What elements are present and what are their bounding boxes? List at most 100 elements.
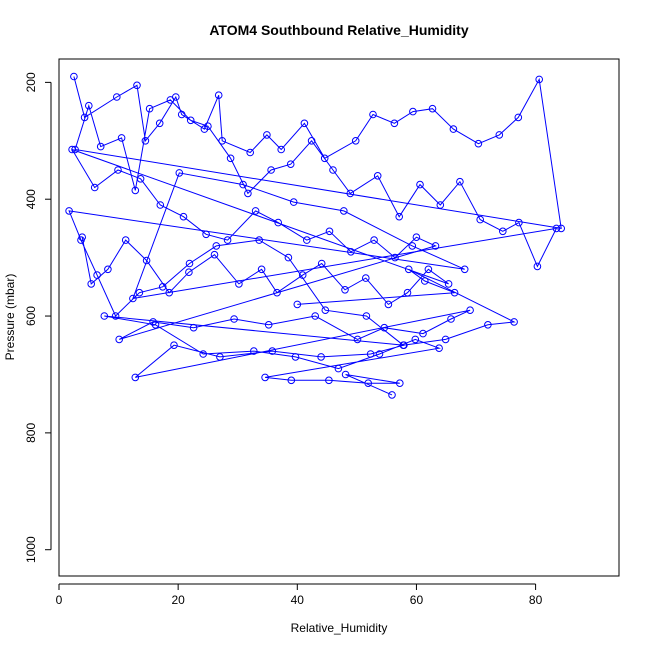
data-point [466,306,474,315]
data-point [87,280,95,288]
data-point [151,321,160,329]
data-point [325,227,334,236]
data-point [155,119,164,128]
series-2 [68,145,474,399]
data-point [474,139,483,148]
data-point [391,253,399,262]
data-point [204,122,212,130]
y-tick-label: 1000 [24,536,38,563]
data-point [346,189,355,198]
y-tick-label: 600 [24,306,38,326]
data-point [274,218,283,227]
plot-area [65,72,566,399]
data-point [484,321,492,329]
data-point [307,137,316,145]
data-point [114,166,122,174]
data-point [416,180,424,189]
data-point [131,373,140,382]
data-point [267,166,275,174]
data-point [351,137,360,145]
data-point [353,335,362,344]
data-point [400,341,408,350]
data-point [223,236,232,244]
data-point [293,300,302,309]
data-point [239,180,247,189]
data-point [226,154,235,163]
data-point [362,274,370,282]
data-point [428,104,437,113]
data-point [421,277,429,285]
data-point [369,110,377,119]
data-point [214,91,223,99]
data-point [246,148,254,157]
data-point [340,207,348,215]
data-point [104,265,112,274]
axes: 0 20 40 60 80 200 400 600 800 1000 [24,72,543,607]
data-point [111,312,120,320]
data-point [117,134,126,142]
data-point [136,175,145,183]
data-point [277,145,286,154]
data-point [435,344,443,353]
x-axis-label: Relative_Humidity [291,621,388,635]
data-point [364,379,373,388]
data-point [235,280,243,288]
data-point [317,353,325,361]
x-tick-label: 80 [529,593,543,607]
data-point [135,288,144,297]
data-point [441,335,450,344]
data-point [177,110,186,119]
data-point [341,286,349,294]
data-point [218,137,226,145]
data-point [404,265,413,274]
data-point [284,253,293,262]
data-point [510,318,518,326]
data-point [450,288,459,297]
data-point [341,370,350,379]
data-point [165,288,173,297]
data-point [210,250,219,259]
data-point [90,183,99,192]
data-point [362,312,371,320]
data-point [255,236,264,244]
data-point [321,306,330,315]
y-tick-label: 800 [24,423,38,443]
data-point [384,300,393,309]
chart-title: ATOM4 Southbound Relative_Humidity [209,22,468,38]
data-point [424,265,433,274]
data-point [444,280,453,288]
data-point [264,321,273,329]
data-point [535,75,544,84]
data-point [408,242,417,250]
data-point [273,288,281,297]
data-point [334,364,343,373]
data-point [436,201,445,209]
data-point [495,131,504,139]
data-point [320,154,329,163]
data-point [156,201,165,209]
data-point [460,265,469,274]
data-point [230,315,238,323]
data-point [179,212,188,221]
data-point [199,350,207,358]
data-point [70,72,78,81]
data-point [121,236,130,244]
data-point [68,145,76,154]
data-point [317,259,326,268]
y-tick-label: 400 [24,189,38,209]
data-point [447,315,455,323]
data-point [325,376,333,385]
data-point [396,379,404,388]
data-point [96,142,105,151]
data-point [431,242,440,250]
data-point [449,125,458,133]
series-1 [65,72,566,350]
x-tick-label: 20 [171,593,185,607]
data-point [250,347,258,355]
data-point [347,248,355,256]
data-point [78,233,86,241]
data-point [329,166,337,174]
data-point [557,224,566,233]
